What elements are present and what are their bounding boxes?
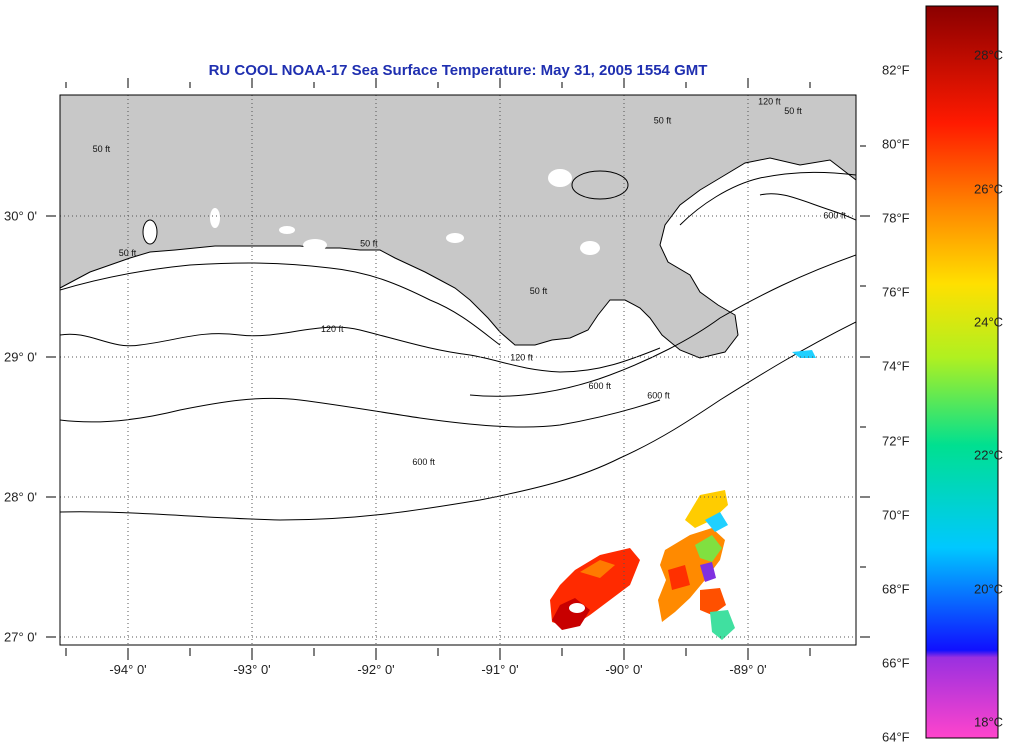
contour-label: 50 ft (93, 144, 111, 154)
contour-label: 600 ft (823, 210, 846, 220)
sst-patch-west (550, 548, 640, 630)
lake (210, 208, 220, 228)
lake (142, 219, 158, 245)
contour-label: 120 ft (758, 96, 781, 106)
lake (548, 169, 572, 187)
colorbar-fahrenheit-label: 68°F (882, 581, 910, 597)
contour-120ft (60, 397, 661, 428)
colorbar-fahrenheit-label: 66°F (882, 655, 910, 671)
longitude-tick-label: -91° 0' (481, 662, 519, 677)
contour-label: 50 ft (119, 248, 137, 258)
plot-frame (59, 94, 857, 646)
longitude-tick-label: -89° 0' (729, 662, 767, 677)
map-title: RU COOL NOAA-17 Sea Surface Temperature:… (208, 62, 708, 79)
contour-label: 120 ft (510, 353, 533, 363)
land-mass (60, 95, 856, 359)
lake (580, 241, 600, 255)
contour-label: 600 ft (412, 457, 435, 467)
colorbar-fahrenheit-label: 76°F (882, 284, 910, 300)
colorbar-celsius-label: 28°C (974, 47, 1004, 63)
colorbar-fahrenheit-label: 82°F (882, 62, 910, 78)
contour-label: 120 ft (321, 324, 344, 334)
longitude-tick-label: -92° 0' (357, 662, 395, 677)
longitude-tick-label: -94° 0' (109, 662, 147, 677)
colorbar-celsius-label: 26°C (974, 181, 1004, 197)
colorbar-fahrenheit-label: 72°F (882, 433, 910, 449)
colorbar-fahrenheit-label: 80°F (882, 136, 910, 152)
axis-ticks (46, 78, 870, 660)
latitude-tick-label: 27° 0' (4, 629, 37, 645)
latitude-tick-label: 28° 0' (4, 489, 37, 505)
contour-label: 50 ft (784, 106, 802, 116)
contour-50ft (60, 262, 501, 346)
contour-120ft (679, 171, 856, 226)
lake (303, 239, 327, 251)
contour-50ft (759, 193, 856, 221)
contour-label: 50 ft (654, 115, 672, 125)
colorbar-fahrenheit-label: 74°F (882, 358, 910, 374)
colorbar (925, 5, 999, 739)
colorbar-fahrenheit-label: 78°F (882, 210, 910, 226)
latitude-tick-label: 30° 0' (4, 208, 37, 224)
longitude-tick-label: -93° 0' (233, 662, 271, 677)
colorbar-celsius-label: 24°C (974, 314, 1004, 330)
latitude-tick-label: 29° 0' (4, 349, 37, 365)
colorbar-celsius-label: 18°C (974, 714, 1004, 730)
lake (279, 226, 295, 234)
colorbar-fahrenheit-label: 64°F (882, 729, 910, 745)
contour-label: 600 ft (647, 390, 670, 400)
contour-600ft (469, 254, 856, 397)
lake (571, 170, 629, 200)
colorbar-celsius-label: 22°C (974, 447, 1004, 463)
sst-patch-east (658, 490, 735, 640)
contour-label: 600 ft (588, 381, 611, 391)
contour-600ft (60, 321, 856, 521)
colorbar-fahrenheit-label: 70°F (882, 507, 910, 523)
colorbar-celsius-label: 20°C (974, 581, 1004, 597)
map-grid (60, 95, 856, 645)
sst-patch-small (792, 350, 816, 358)
contour-50ft (60, 326, 661, 373)
lake (446, 233, 464, 243)
contour-label: 50 ft (530, 286, 548, 296)
contour-label: 50 ft (360, 239, 378, 249)
longitude-tick-label: -90° 0' (605, 662, 643, 677)
